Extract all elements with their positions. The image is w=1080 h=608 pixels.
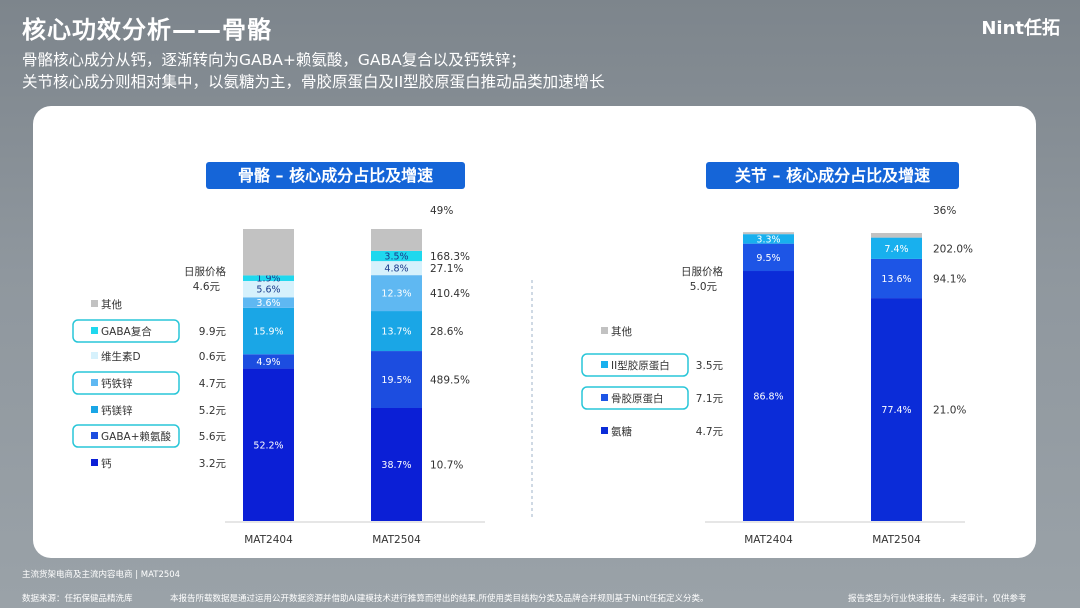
page-title: 核心功效分析——骨骼	[22, 16, 272, 44]
footer: 主流货架电商及主流内容电商 | MAT2504 数据来源：任拓保健品精洗库 本报…	[0, 564, 1080, 608]
subtitle-line-1: 骨骼核心成分从钙，逐渐转向为GABA+赖氨酸，GABA复合以及钙铁锌；	[22, 51, 526, 69]
footer-report-type: 报告类型为行业快速报告，未经审计，仅供参考	[848, 594, 1027, 604]
subtitle-line-2: 关节核心成分则相对集中，以氨糖为主，骨胶原蛋白及II型胶原蛋白推动品类加速增长	[22, 73, 605, 91]
footer-note: 主流货架电商及主流内容电商 | MAT2504	[22, 570, 181, 580]
brand-logo: Nint任拓	[981, 18, 1060, 39]
footer-source: 数据来源：任拓保健品精洗库	[22, 594, 133, 604]
joint-chart-title: 关节 – 核心成分占比及增速	[706, 162, 959, 189]
bone-chart-title: 骨骼 – 核心成分占比及增速	[206, 162, 465, 189]
footer-disclaimer: 本报告所载数据是通过运用公开数据资源并借助AI建模技术进行推算而得出的结果,所使…	[170, 594, 709, 604]
